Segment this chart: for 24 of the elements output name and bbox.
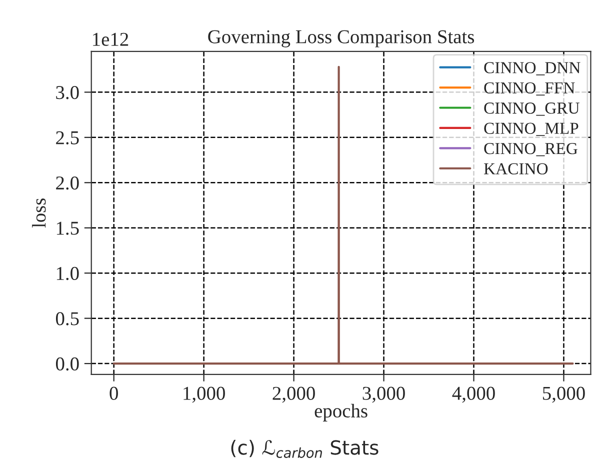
y-tick-label: 3.0 bbox=[56, 86, 79, 100]
legend-label: CINNO_DNN bbox=[484, 62, 580, 76]
y-tick-label: 2.0 bbox=[56, 176, 79, 190]
legend-label: KACINO bbox=[484, 163, 548, 174]
x-tick-label: 0 bbox=[110, 386, 118, 400]
y-tick-label: 1.0 bbox=[56, 266, 79, 280]
x-axis-title: epochs bbox=[314, 404, 368, 422]
legend-label: CINNO_FFN bbox=[484, 82, 575, 96]
text: (c) ℒ$_{carbon}$ Stats bbox=[231, 440, 378, 458]
x-tick-label: 3,000 bbox=[362, 386, 405, 403]
y-tick-label: 2.5 bbox=[56, 131, 79, 144]
y-axis-title: loss bbox=[32, 198, 46, 228]
y-tick-label: 0.5 bbox=[56, 312, 79, 326]
text: 1e12 bbox=[93, 32, 128, 46]
legend-label: CINNO_REG bbox=[484, 142, 578, 156]
x-tick-label: 4,000 bbox=[452, 386, 495, 403]
y-tick-label: 1.5 bbox=[56, 222, 79, 235]
x-tick-label: 1,000 bbox=[184, 386, 225, 403]
chart-title: Governing Loss Comparison Stats bbox=[208, 30, 474, 48]
y-tick-label: 0.0 bbox=[56, 357, 79, 371]
legend-label: CINNO_MLP bbox=[484, 122, 578, 136]
x-tick-label: 5,000 bbox=[542, 386, 585, 403]
legend-label: CINNO_GRU bbox=[484, 102, 580, 116]
x-tick-label: 2,000 bbox=[272, 386, 315, 403]
